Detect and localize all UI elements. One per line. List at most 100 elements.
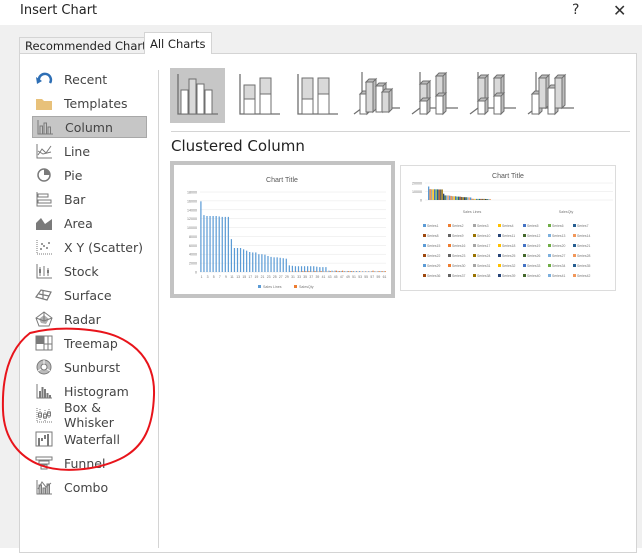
bar-series26 [466, 197, 467, 200]
close-button[interactable]: ✕ [613, 1, 626, 20]
sidebar-item-x-y-scatter[interactable]: X Y (Scatter) [32, 236, 147, 258]
legend-swatch [423, 274, 426, 277]
x-tick-label: 5 [213, 275, 215, 279]
recent-icon [35, 71, 53, 87]
subtype-100-stacked-column-button[interactable] [290, 68, 345, 123]
bar-sales-lines [228, 217, 229, 272]
x-tick-label: 17 [248, 275, 252, 279]
bar-sales-lines [203, 215, 204, 272]
bar-sales-lines [283, 258, 284, 272]
sidebar-item-column[interactable]: Column [32, 116, 147, 138]
bar-sales-lines [377, 271, 378, 272]
x-tick-label: 59 [376, 275, 380, 279]
folder-icon [35, 95, 53, 111]
stacked-column-icon [232, 68, 287, 123]
bar-salesqty [308, 271, 309, 272]
sidebar-item-surface[interactable]: Surface [32, 284, 147, 306]
bar-series22 [460, 197, 461, 200]
help-button[interactable]: ? [572, 2, 579, 18]
y-tick-label: 0 [420, 199, 422, 203]
3d-column-icon [522, 68, 577, 123]
legend-label: Series33 [527, 264, 540, 268]
bar-sales-lines [374, 271, 375, 272]
legend-swatch [573, 274, 576, 277]
legend-swatch [473, 224, 476, 227]
chart-title: Chart Title [492, 173, 524, 180]
legend-swatch [473, 264, 476, 267]
legend-swatch [448, 234, 451, 237]
sidebar-item-templates[interactable]: Templates [32, 92, 147, 114]
sidebar-item-stock[interactable]: Stock [32, 260, 147, 282]
tab-recommended-charts[interactable]: Recommended Charts [19, 37, 159, 54]
x-tick-label: 41 [322, 275, 326, 279]
bar-sales-lines [301, 266, 302, 272]
bar-salesqty [321, 271, 322, 272]
sidebar-item-line[interactable]: Line [32, 140, 147, 162]
subtype-3d-column-button[interactable] [522, 68, 577, 123]
bar-sales-lines [252, 252, 253, 272]
bar-series35 [479, 199, 480, 200]
sidebar-item-area[interactable]: Area [32, 212, 147, 234]
bar-series5 [434, 189, 435, 200]
subtype-3d-stacked-column-button[interactable] [406, 68, 461, 123]
legend-swatch [473, 254, 476, 257]
x-tick-label: 51 [352, 275, 356, 279]
legend-label: Series36 [427, 274, 440, 278]
legend-swatch [523, 264, 526, 267]
bar-sales-lines [341, 271, 342, 272]
sidebar-item-recent[interactable]: Recent [32, 68, 147, 90]
x-tick-label: 15 [242, 275, 246, 279]
legend-label: Series21 [577, 244, 590, 248]
y-tick-label: 14000 [187, 208, 197, 212]
y-tick-label: 2000 [189, 262, 197, 266]
legend-label: Series23 [452, 254, 465, 258]
legend-label: Series30 [452, 264, 465, 268]
legend-label: Series12 [527, 234, 540, 238]
bar-sales-lines [258, 254, 259, 272]
3d-stacked-column-icon [406, 68, 461, 123]
bar-salesqty [302, 271, 303, 272]
legend-swatch [423, 254, 426, 257]
subtype-3d-clustered-column-button[interactable] [348, 68, 403, 123]
legend-swatch [498, 264, 501, 267]
legend-swatch [573, 234, 576, 237]
bar-sales-lines [356, 271, 357, 272]
sidebar-item-pie[interactable]: Pie [32, 164, 147, 186]
bar-series38 [484, 199, 485, 200]
legend-swatch [523, 234, 526, 237]
bar-sales-lines [249, 252, 250, 272]
bar-series12 [445, 195, 446, 200]
category-label: Sales Lines [463, 210, 482, 214]
bar-series30 [472, 199, 473, 200]
bar-series36 [481, 199, 482, 200]
y-tick-label: 6000 [189, 244, 197, 248]
legend-label: Series7 [577, 224, 589, 228]
bar-series18 [454, 196, 455, 200]
red-annotation-circle [0, 325, 162, 475]
legend-label: Series28 [577, 254, 590, 258]
bar-sales-lines [304, 266, 305, 272]
legend-swatch [498, 244, 501, 247]
legend-label: Series29 [427, 264, 440, 268]
subtype-clustered-column-button[interactable] [170, 68, 225, 123]
surface-chart-icon [35, 287, 53, 303]
tab-all-charts[interactable]: All Charts [144, 32, 212, 54]
sidebar-item-bar[interactable]: Bar [32, 188, 147, 210]
x-tick-label: 53 [358, 275, 362, 279]
legend-swatch [523, 224, 526, 227]
bar-sales-lines [319, 267, 320, 272]
legend-label: Sales Lines [263, 285, 282, 289]
bar-sales-lines [383, 271, 384, 272]
bar-series2 [430, 189, 431, 200]
subtype-3d-100-stacked-column-button[interactable] [464, 68, 519, 123]
subtype-stacked-column-button[interactable] [232, 68, 287, 123]
legend-swatch [523, 254, 526, 257]
sidebar-item-combo[interactable]: Combo [32, 476, 147, 498]
bar-sales-lines [362, 271, 363, 272]
sidebar-item-label: Templates [64, 96, 128, 111]
bar-sales-lines [289, 265, 290, 272]
bar-sales-lines [298, 266, 299, 272]
y-tick-label: 18000 [187, 191, 197, 195]
